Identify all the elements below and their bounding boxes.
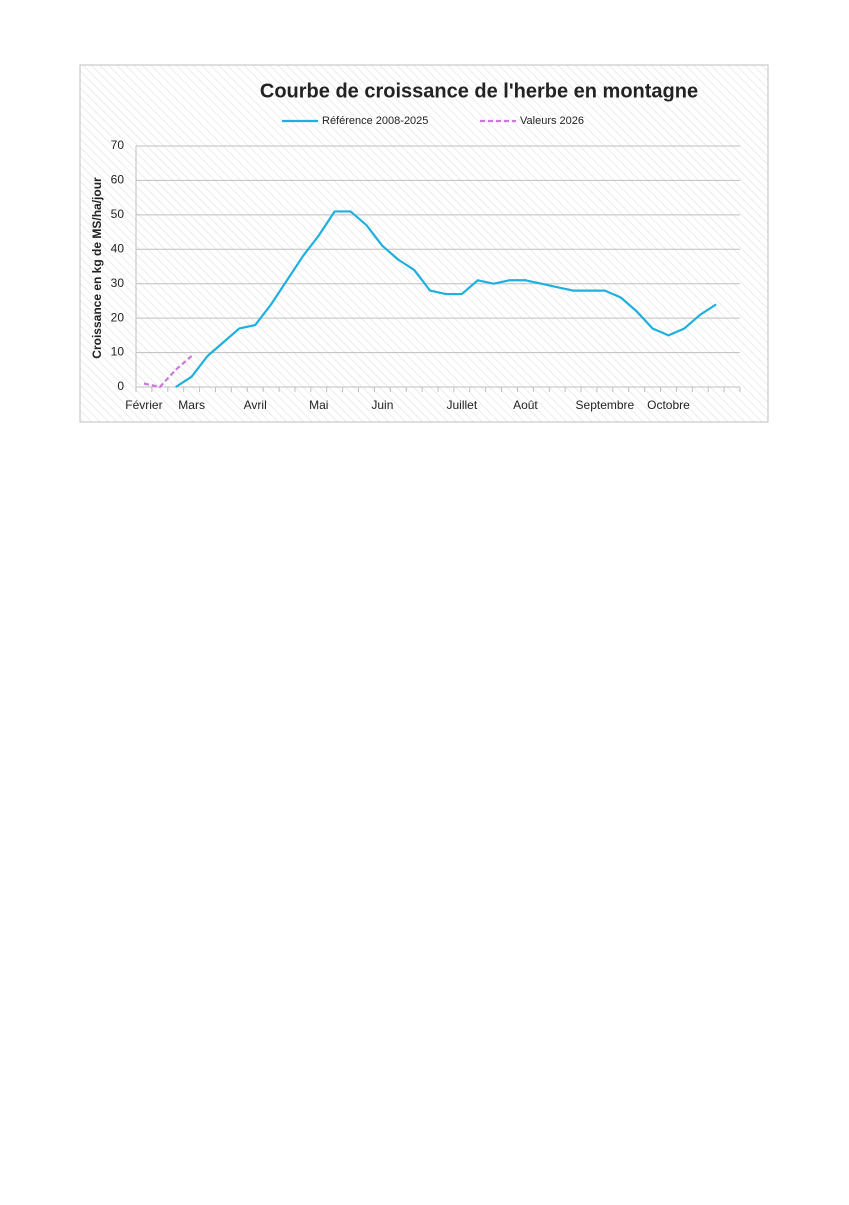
y-tick-label: 10 bbox=[111, 345, 125, 359]
y-tick-label: 60 bbox=[111, 173, 125, 187]
y-tick-label: 20 bbox=[111, 310, 125, 324]
y-tick-label: 50 bbox=[111, 207, 125, 221]
legend-label: Valeurs 2026 bbox=[520, 115, 584, 127]
chart-title: Courbe de croissance de l'herbe en monta… bbox=[260, 80, 698, 102]
x-tick-label: Juin bbox=[371, 398, 393, 412]
series-line bbox=[143, 355, 193, 389]
legend-label: Référence 2008-2025 bbox=[322, 115, 428, 127]
x-tick-label: Août bbox=[513, 398, 538, 412]
x-tick-label: Février bbox=[125, 398, 162, 412]
x-tick-label: Mars bbox=[178, 398, 205, 412]
x-tick-label: Avril bbox=[244, 398, 267, 412]
x-tick-label: Mai bbox=[309, 398, 328, 412]
y-tick-label: 30 bbox=[111, 276, 125, 290]
x-tick-label: Octobre bbox=[647, 398, 690, 412]
y-tick-label: 40 bbox=[111, 241, 125, 255]
x-tick-label: Juillet bbox=[446, 398, 477, 412]
series-line bbox=[175, 210, 717, 388]
y-tick-label: 70 bbox=[111, 138, 125, 152]
chart-frame bbox=[79, 64, 769, 423]
y-axis-label: Croissance en kg de MS/ha/jour bbox=[90, 177, 104, 359]
x-tick-label: Septembre bbox=[576, 398, 635, 412]
y-tick-label: 0 bbox=[117, 379, 124, 393]
plot: 0 10 20 30 40 50 60 70 Février Mars Avril Mai Juin Ju… bbox=[111, 115, 741, 412]
